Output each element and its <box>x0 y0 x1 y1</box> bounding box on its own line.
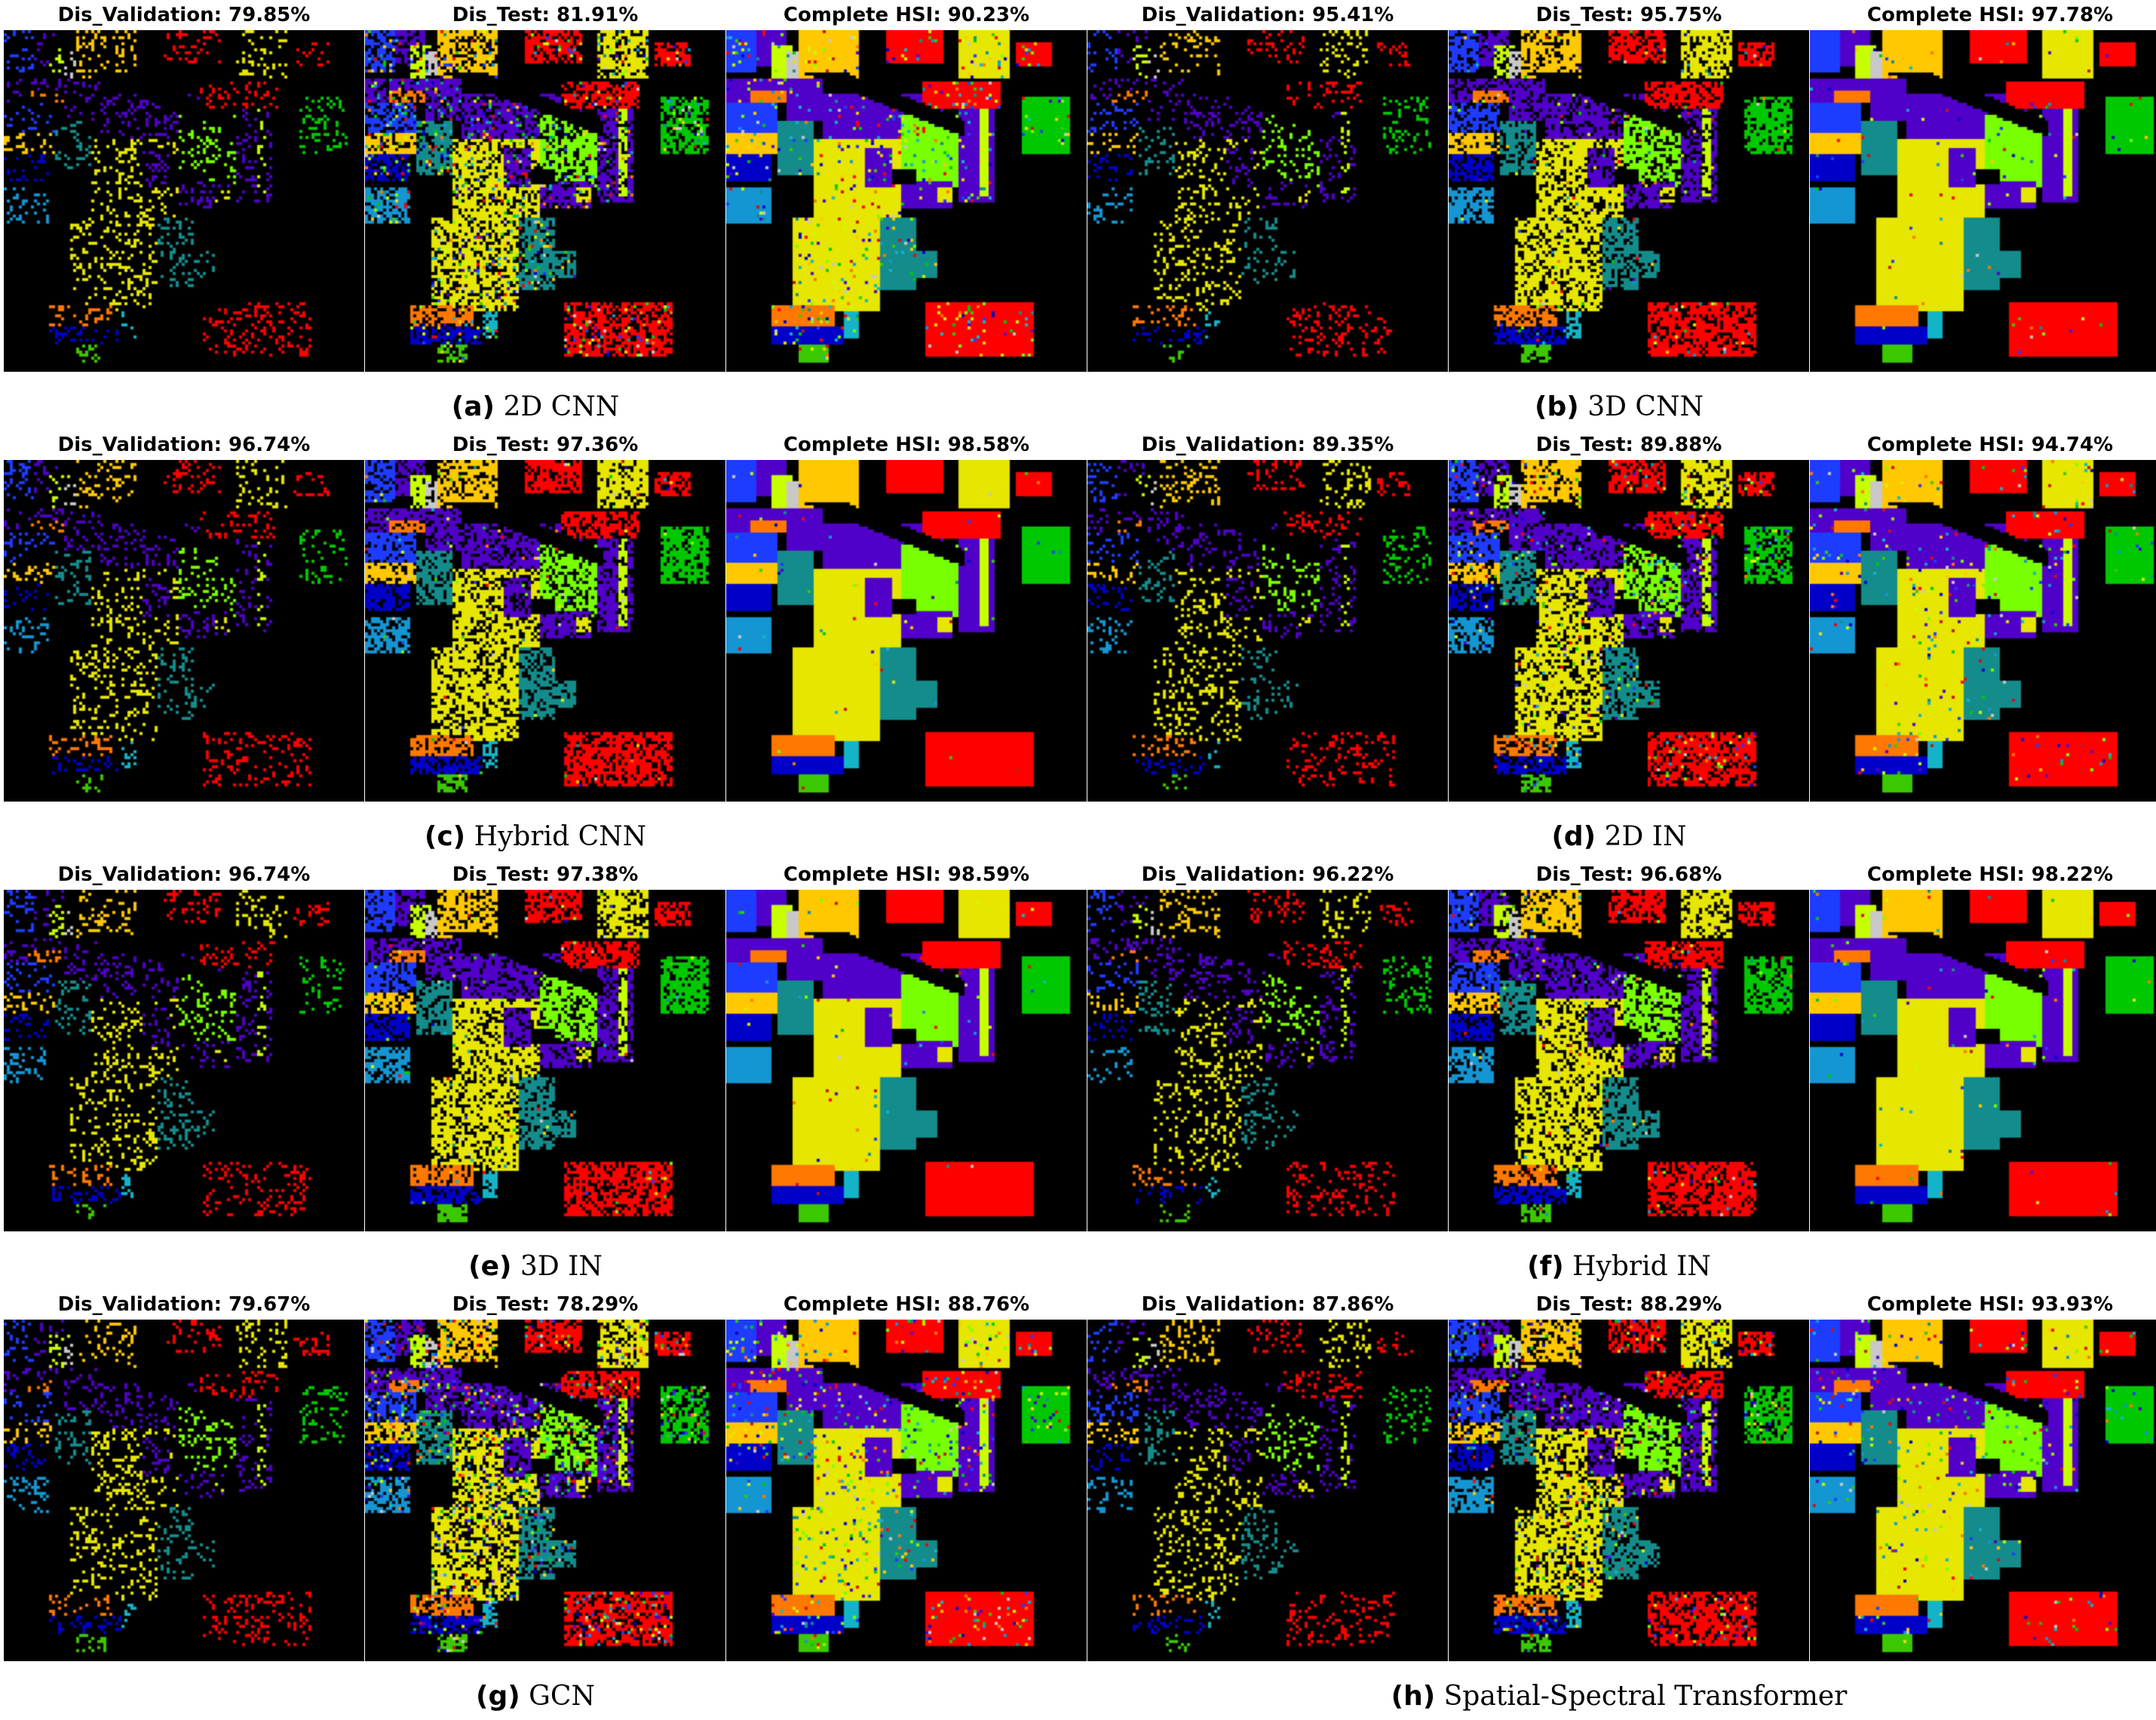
panel-title: Dis_Test: 89.88% <box>1535 434 1722 456</box>
figure-row-3: Dis_Validation: 96.74% Dis_Test: 97.38% … <box>0 860 2156 1289</box>
panel-title: Dis_Test: 88.29% <box>1535 1293 1722 1316</box>
classification-map <box>1449 30 1809 372</box>
classification-map <box>365 460 725 802</box>
panel-title: Dis_Validation: 87.86% <box>1141 1293 1394 1316</box>
caption-label: (b) <box>1535 391 1579 422</box>
classification-map <box>1449 1320 1809 1661</box>
panel-title: Dis_Validation: 79.85% <box>57 4 311 26</box>
classification-map <box>1449 890 1809 1231</box>
subfigure-caption-a: (a) 2D CNN <box>0 388 1071 426</box>
panel-title: Complete HSI: 98.58% <box>783 434 1030 456</box>
caption-label: (e) <box>468 1251 512 1282</box>
classification-map <box>4 890 364 1231</box>
caption-label: (g) <box>476 1681 520 1712</box>
figure-row-2: Dis_Validation: 96.74% Dis_Test: 97.36% … <box>0 430 2156 860</box>
classification-map <box>1810 30 2156 372</box>
classification-map <box>4 30 364 372</box>
classification-map <box>1087 1320 1448 1661</box>
panel-title: Dis_Test: 96.68% <box>1535 863 1722 886</box>
caption-label: (c) <box>424 821 466 852</box>
panel-title: Complete HSI: 88.76% <box>783 1293 1030 1316</box>
classification-map <box>1087 460 1448 802</box>
caption-label: (h) <box>1391 1681 1436 1712</box>
caption-label: (d) <box>1551 821 1596 852</box>
panel-title: Complete HSI: 94.74% <box>1866 434 2114 456</box>
caption-label: (a) <box>451 391 495 422</box>
subfigure-caption-e: (e) 3D IN <box>0 1248 1071 1286</box>
classification-map <box>726 30 1087 372</box>
caption-method: Hybrid IN <box>1572 1251 1711 1282</box>
subfigure-caption-f: (f) Hybrid IN <box>1084 1248 2154 1286</box>
classification-map <box>365 890 725 1231</box>
classification-map <box>1810 1320 2156 1661</box>
caption-method: Hybrid CNN <box>474 821 647 852</box>
panel-title: Complete HSI: 93.93% <box>1866 1293 2114 1316</box>
subfigure-caption-h: (h) Spatial-Spectral Transformer <box>1084 1678 2154 1715</box>
classification-map <box>1810 460 2156 802</box>
classification-map <box>1087 30 1448 372</box>
panel-title: Dis_Test: 81.91% <box>452 4 639 26</box>
panel-title: Complete HSI: 98.59% <box>783 863 1030 886</box>
caption-method: 3D IN <box>520 1251 603 1282</box>
classification-map <box>1449 460 1809 802</box>
caption-method: Spatial-Spectral Transformer <box>1443 1681 1848 1712</box>
panel-title: Dis_Validation: 96.74% <box>57 434 311 456</box>
panel-title: Dis_Validation: 79.67% <box>57 1293 311 1316</box>
panel-title: Dis_Validation: 89.35% <box>1141 434 1394 456</box>
classification-map <box>4 1320 364 1661</box>
panel-title: Complete HSI: 90.23% <box>783 4 1030 26</box>
caption-method: 2D IN <box>1604 821 1687 852</box>
classification-map <box>726 460 1087 802</box>
subfigure-caption-d: (d) 2D IN <box>1084 818 2154 856</box>
panel-title: Complete HSI: 98.22% <box>1866 863 2114 886</box>
classification-map <box>365 30 725 372</box>
panel-title: Dis_Validation: 96.74% <box>57 863 311 886</box>
subfigure-caption-g: (g) GCN <box>0 1678 1071 1715</box>
panel-title: Dis_Test: 97.36% <box>452 434 639 456</box>
figure-row-4: Dis_Validation: 79.67% Dis_Test: 78.29% … <box>0 1289 2156 1719</box>
classification-map <box>4 460 364 802</box>
caption-method: GCN <box>529 1681 595 1712</box>
panel-title: Dis_Test: 95.75% <box>1535 4 1722 26</box>
panel-title: Dis_Test: 78.29% <box>452 1293 639 1316</box>
subfigure-caption-c: (c) Hybrid CNN <box>0 818 1071 856</box>
caption-method: 3D CNN <box>1587 391 1704 422</box>
classification-map <box>365 1320 725 1661</box>
caption-method: 2D CNN <box>503 391 620 422</box>
caption-label: (f) <box>1527 1251 1564 1282</box>
classification-map <box>1810 890 2156 1231</box>
panel-title: Dis_Test: 97.38% <box>452 863 639 886</box>
classification-map <box>726 1320 1087 1661</box>
panel-title: Dis_Validation: 96.22% <box>1141 863 1394 886</box>
panel-title: Complete HSI: 97.78% <box>1866 4 2114 26</box>
subfigure-caption-b: (b) 3D CNN <box>1084 388 2154 426</box>
figure-row-1: Dis_Validation: 79.85% Dis_Test: 81.91% … <box>0 0 2156 430</box>
panel-title: Dis_Validation: 95.41% <box>1141 4 1394 26</box>
classification-map <box>726 890 1087 1231</box>
classification-map <box>1087 890 1448 1231</box>
